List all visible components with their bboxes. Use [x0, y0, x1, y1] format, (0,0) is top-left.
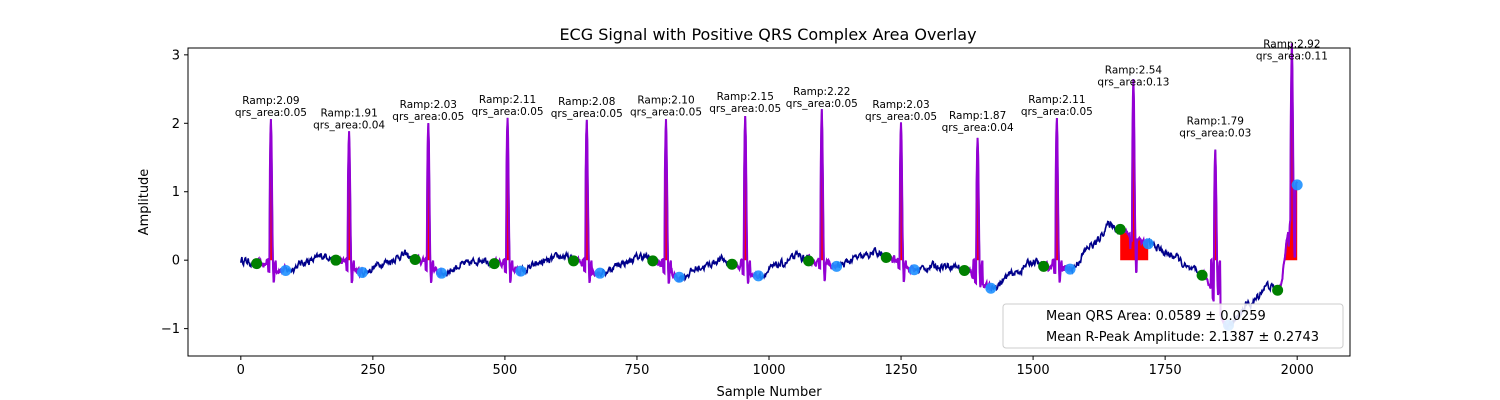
- qrs-area-label-11: qrs_area:0.05: [1021, 106, 1093, 118]
- qrs-offset-marker-4: [515, 265, 527, 277]
- plot-area: [240, 43, 1303, 331]
- qrs-offset-marker-5: [594, 267, 606, 279]
- x-axis-label: Sample Number: [716, 385, 822, 400]
- qrs-onset-marker-13: [1196, 269, 1208, 281]
- qrs-onset-marker-12: [1114, 223, 1126, 235]
- x-tick-label-1250: 1250: [884, 363, 917, 378]
- qrs-area-fill-10: [964, 137, 991, 261]
- qrs-area-label-9: qrs_area:0.05: [865, 111, 937, 123]
- qrs-area-label-7: qrs_area:0.05: [709, 103, 781, 115]
- ramp-label-13: Ramp:1.79: [1187, 116, 1244, 128]
- ramp-label-1: Ramp:2.09: [242, 95, 299, 107]
- qrs-offset-marker-6: [673, 271, 685, 283]
- qrs-onset-marker-11: [1038, 260, 1050, 272]
- qrs-area-label-6: qrs_area:0.05: [630, 106, 702, 118]
- x-tick-label-250: 250: [360, 363, 385, 378]
- qrs-area-fill-7: [732, 116, 759, 261]
- legend-box: [1002, 303, 1344, 349]
- qrs-area-label-1: qrs_area:0.05: [235, 107, 307, 119]
- qrs-offset-marker-14: [1291, 179, 1303, 191]
- ramp-label-9: Ramp:2.03: [872, 99, 929, 111]
- ramp-label-14: Ramp:2.92: [1263, 38, 1320, 50]
- legend-entry-qrs-area: Mean QRS Area: 0.0589 ± 0.0259: [1046, 309, 1266, 324]
- qrs-onset-marker-7: [726, 258, 738, 270]
- x-tick-label-500: 500: [492, 363, 517, 378]
- qrs-area-fill-13: [1202, 149, 1229, 261]
- qrs-offset-marker-3: [436, 267, 448, 279]
- ramp-label-11: Ramp:2.11: [1028, 94, 1085, 106]
- y-tick-label-0: 0: [172, 254, 180, 269]
- qrs-offset-marker-2: [356, 266, 368, 278]
- qrs-area-fill-2: [335, 131, 363, 261]
- ramp-label-8: Ramp:2.22: [793, 86, 850, 98]
- qrs-area-label-13: qrs_area:0.03: [1179, 128, 1251, 140]
- legend: Mean QRS Area: 0.0589 ± 0.0259 Mean R-Pe…: [1002, 303, 1344, 349]
- qrs-area-fill-5: [573, 119, 600, 261]
- qrs-offset-marker-1: [280, 264, 292, 276]
- qrs-area-fill-3: [415, 123, 442, 261]
- qrs-onset-marker-4: [488, 258, 500, 270]
- qrs-onset-marker-5: [568, 255, 580, 267]
- ramp-label-3: Ramp:2.03: [400, 99, 457, 111]
- qrs-onset-marker-10: [958, 264, 970, 276]
- chart-title: ECG Signal with Positive QRS Complex Are…: [559, 25, 976, 44]
- qrs-onset-marker-14: [1272, 284, 1284, 296]
- qrs-area-label-8: qrs_area:0.05: [786, 98, 858, 110]
- qrs-onset-marker-8: [803, 255, 815, 267]
- axis-ticks: 0 250 500 750 1000 1250 1500 1750 2000 −1 0 1 2 3: [161, 48, 1314, 378]
- qrs-onset-marker-6: [647, 255, 659, 267]
- x-tick-label-750: 750: [625, 363, 650, 378]
- ramp-label-2: Ramp:1.91: [320, 107, 377, 119]
- qrs-area-label-14: qrs_area:0.11: [1256, 50, 1328, 62]
- qrs-offset-marker-12: [1142, 238, 1154, 250]
- y-tick-label--1: −1: [161, 322, 180, 337]
- ramp-label-5: Ramp:2.08: [558, 96, 615, 108]
- qrs-area-label-2: qrs_area:0.04: [313, 119, 385, 131]
- qrs-area-fill-11: [1043, 118, 1071, 261]
- qrs-onset-marker-2: [330, 254, 342, 266]
- x-tick-label-1750: 1750: [1149, 363, 1182, 378]
- x-tick-label-2000: 2000: [1281, 363, 1314, 378]
- y-tick-label-3: 3: [172, 48, 180, 63]
- qrs-onset-marker-3: [409, 253, 421, 265]
- qrs-offset-marker-9: [908, 264, 920, 276]
- x-tick-label-1500: 1500: [1017, 363, 1050, 378]
- qrs-area-label-3: qrs_area:0.05: [392, 111, 464, 123]
- qrs-area-label-4: qrs_area:0.05: [472, 106, 544, 118]
- y-tick-label-2: 2: [172, 117, 180, 132]
- ramp-label-12: Ramp:2.54: [1105, 64, 1163, 76]
- y-tick-label-1: 1: [172, 185, 180, 200]
- qrs-onset-marker-9: [880, 251, 892, 263]
- x-tick-label-0: 0: [237, 363, 245, 378]
- qrs-offset-marker-8: [831, 260, 843, 272]
- ramp-label-7: Ramp:2.15: [717, 91, 774, 103]
- qrs-onset-marker-1: [251, 258, 263, 270]
- qrs-offset-marker-7: [752, 270, 764, 282]
- y-axis-label: Amplitude: [137, 169, 152, 236]
- ramp-label-4: Ramp:2.11: [479, 94, 536, 106]
- qrs-segment-14: [1276, 43, 1299, 294]
- ramp-label-6: Ramp:2.10: [637, 94, 694, 106]
- ramp-label-10: Ramp:1.87: [949, 110, 1006, 122]
- qrs-area-fill-6: [652, 119, 680, 261]
- legend-entry-r-amplitude: Mean R-Peak Amplitude: 2.1387 ± 0.2743: [1046, 330, 1319, 345]
- qrs-area-label-10: qrs_area:0.04: [942, 122, 1014, 134]
- x-tick-label-1000: 1000: [752, 363, 785, 378]
- qrs-offset-marker-11: [1064, 263, 1076, 275]
- qrs-area-label-5: qrs_area:0.05: [551, 108, 623, 120]
- qrs-offset-marker-10: [985, 282, 997, 294]
- qrs-area-fill-4: [494, 117, 521, 261]
- qrs-area-label-12: qrs_area:0.13: [1097, 76, 1169, 88]
